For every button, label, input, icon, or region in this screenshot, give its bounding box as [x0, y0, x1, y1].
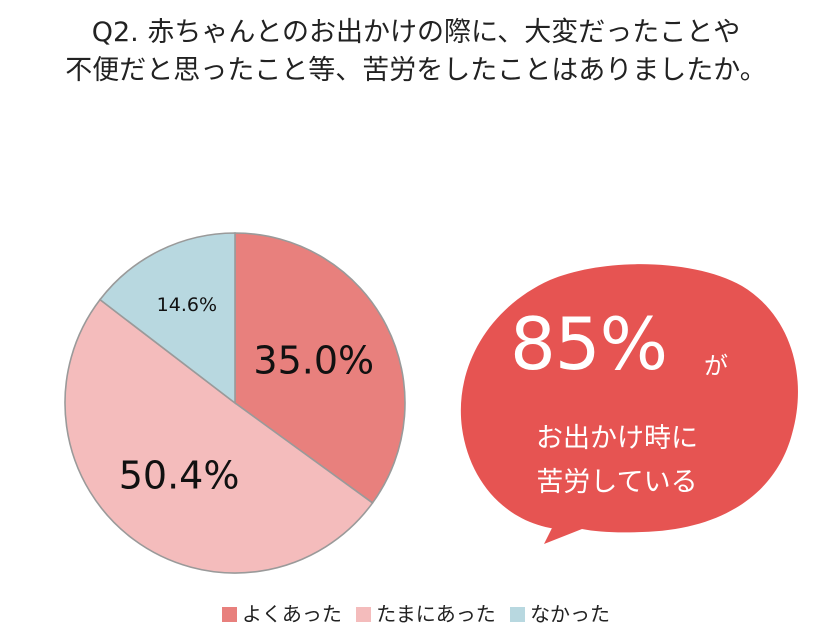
legend-item-2: なかった [510, 598, 610, 627]
legend-item-0: よくあった [221, 598, 342, 627]
legend-item-1: たまにあった [356, 598, 496, 627]
title-line-1: Q2. 赤ちゃんとのお出かけの際に、大変だったことや [91, 17, 741, 48]
pie-slice-1 [64, 298, 374, 574]
legend-swatch-2 [510, 607, 526, 622]
legend-label-1: たまにあった [376, 602, 496, 626]
callout-line-1: お出かけ時に [536, 423, 698, 454]
callout-line-2: 苦労している [536, 467, 698, 498]
legend-swatch-0 [221, 607, 237, 622]
pie-label-2: 14.6% [157, 294, 217, 316]
legend-swatch-1 [356, 607, 372, 622]
chart-legend: よくあった たまにあった なかった [0, 598, 832, 627]
legend-label-0: よくあった [241, 602, 342, 626]
pie-slice-0 [234, 232, 406, 505]
title-line-2: 不便だと思ったこと等、苦労をしたことはありましたか。 [65, 55, 767, 86]
pie-label-1: 50.4% [119, 453, 240, 497]
pie-chart: 35.0% 50.4% 14.6% [64, 232, 406, 574]
callout-percentage: 85% [510, 302, 668, 386]
callout-shape [460, 264, 798, 544]
pie-slice-2 [98, 232, 236, 405]
pie-label-0: 35.0% [253, 338, 374, 382]
callout-suffix: が [704, 352, 728, 380]
chart-title: Q2. 赤ちゃんとのお出かけの際に、大変だったことや 不便だと思ったこと等、苦労… [0, 14, 832, 90]
callout-bubble: 85% が お出かけ時に 苦労している [452, 258, 812, 558]
legend-label-2: なかった [530, 602, 611, 626]
